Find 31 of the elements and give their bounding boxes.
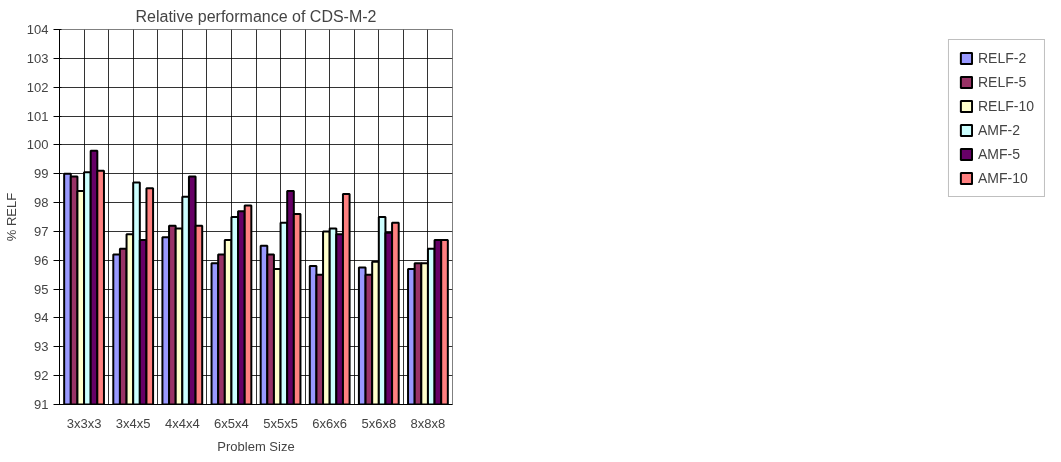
chart-title: Relative performance of CDS-M-2 xyxy=(135,7,377,25)
y-tick-label: 97 xyxy=(34,223,49,239)
x-tick-label: 6x5x4 xyxy=(214,415,249,431)
y-tick-label: 99 xyxy=(34,166,49,182)
legend-label: AMF-5 xyxy=(977,146,1020,162)
y-tick-label: 95 xyxy=(34,281,49,297)
legend-label: AMF-10 xyxy=(977,170,1028,186)
x-tick-label: 3x4x5 xyxy=(115,415,151,431)
legend-label: RELF-10 xyxy=(977,98,1034,114)
y-tick-label: 102 xyxy=(26,79,49,95)
y-tick-label: 94 xyxy=(34,310,49,326)
legend-label: RELF-5 xyxy=(977,74,1027,90)
x-tick-label: 6x6x6 xyxy=(312,415,348,431)
x-tick-label: 8x8x8 xyxy=(410,415,446,431)
y-axis-title: % RELF xyxy=(3,192,19,242)
legend-label: AMF-2 xyxy=(977,122,1020,138)
x-tick-label: 3x3x3 xyxy=(66,415,102,431)
y-tick-label: 96 xyxy=(34,252,49,268)
legend-label: RELF-2 xyxy=(977,50,1027,66)
x-axis-title: Problem Size xyxy=(217,438,295,454)
y-tick-label: 92 xyxy=(34,368,49,384)
y-tick-label: 91 xyxy=(34,397,49,412)
y-tick-label: 103 xyxy=(26,50,49,66)
y-tick-label: 98 xyxy=(34,195,49,211)
y-tick-label: 100 xyxy=(26,137,49,153)
x-tick-label: 5x5x5 xyxy=(263,415,298,431)
y-tick-label: 104 xyxy=(26,22,49,37)
x-tick-label: 4x4x4 xyxy=(164,415,200,431)
y-tick-label: 101 xyxy=(26,108,49,124)
x-tick-label: 5x6x8 xyxy=(361,415,397,431)
y-tick-label: 93 xyxy=(34,339,49,355)
